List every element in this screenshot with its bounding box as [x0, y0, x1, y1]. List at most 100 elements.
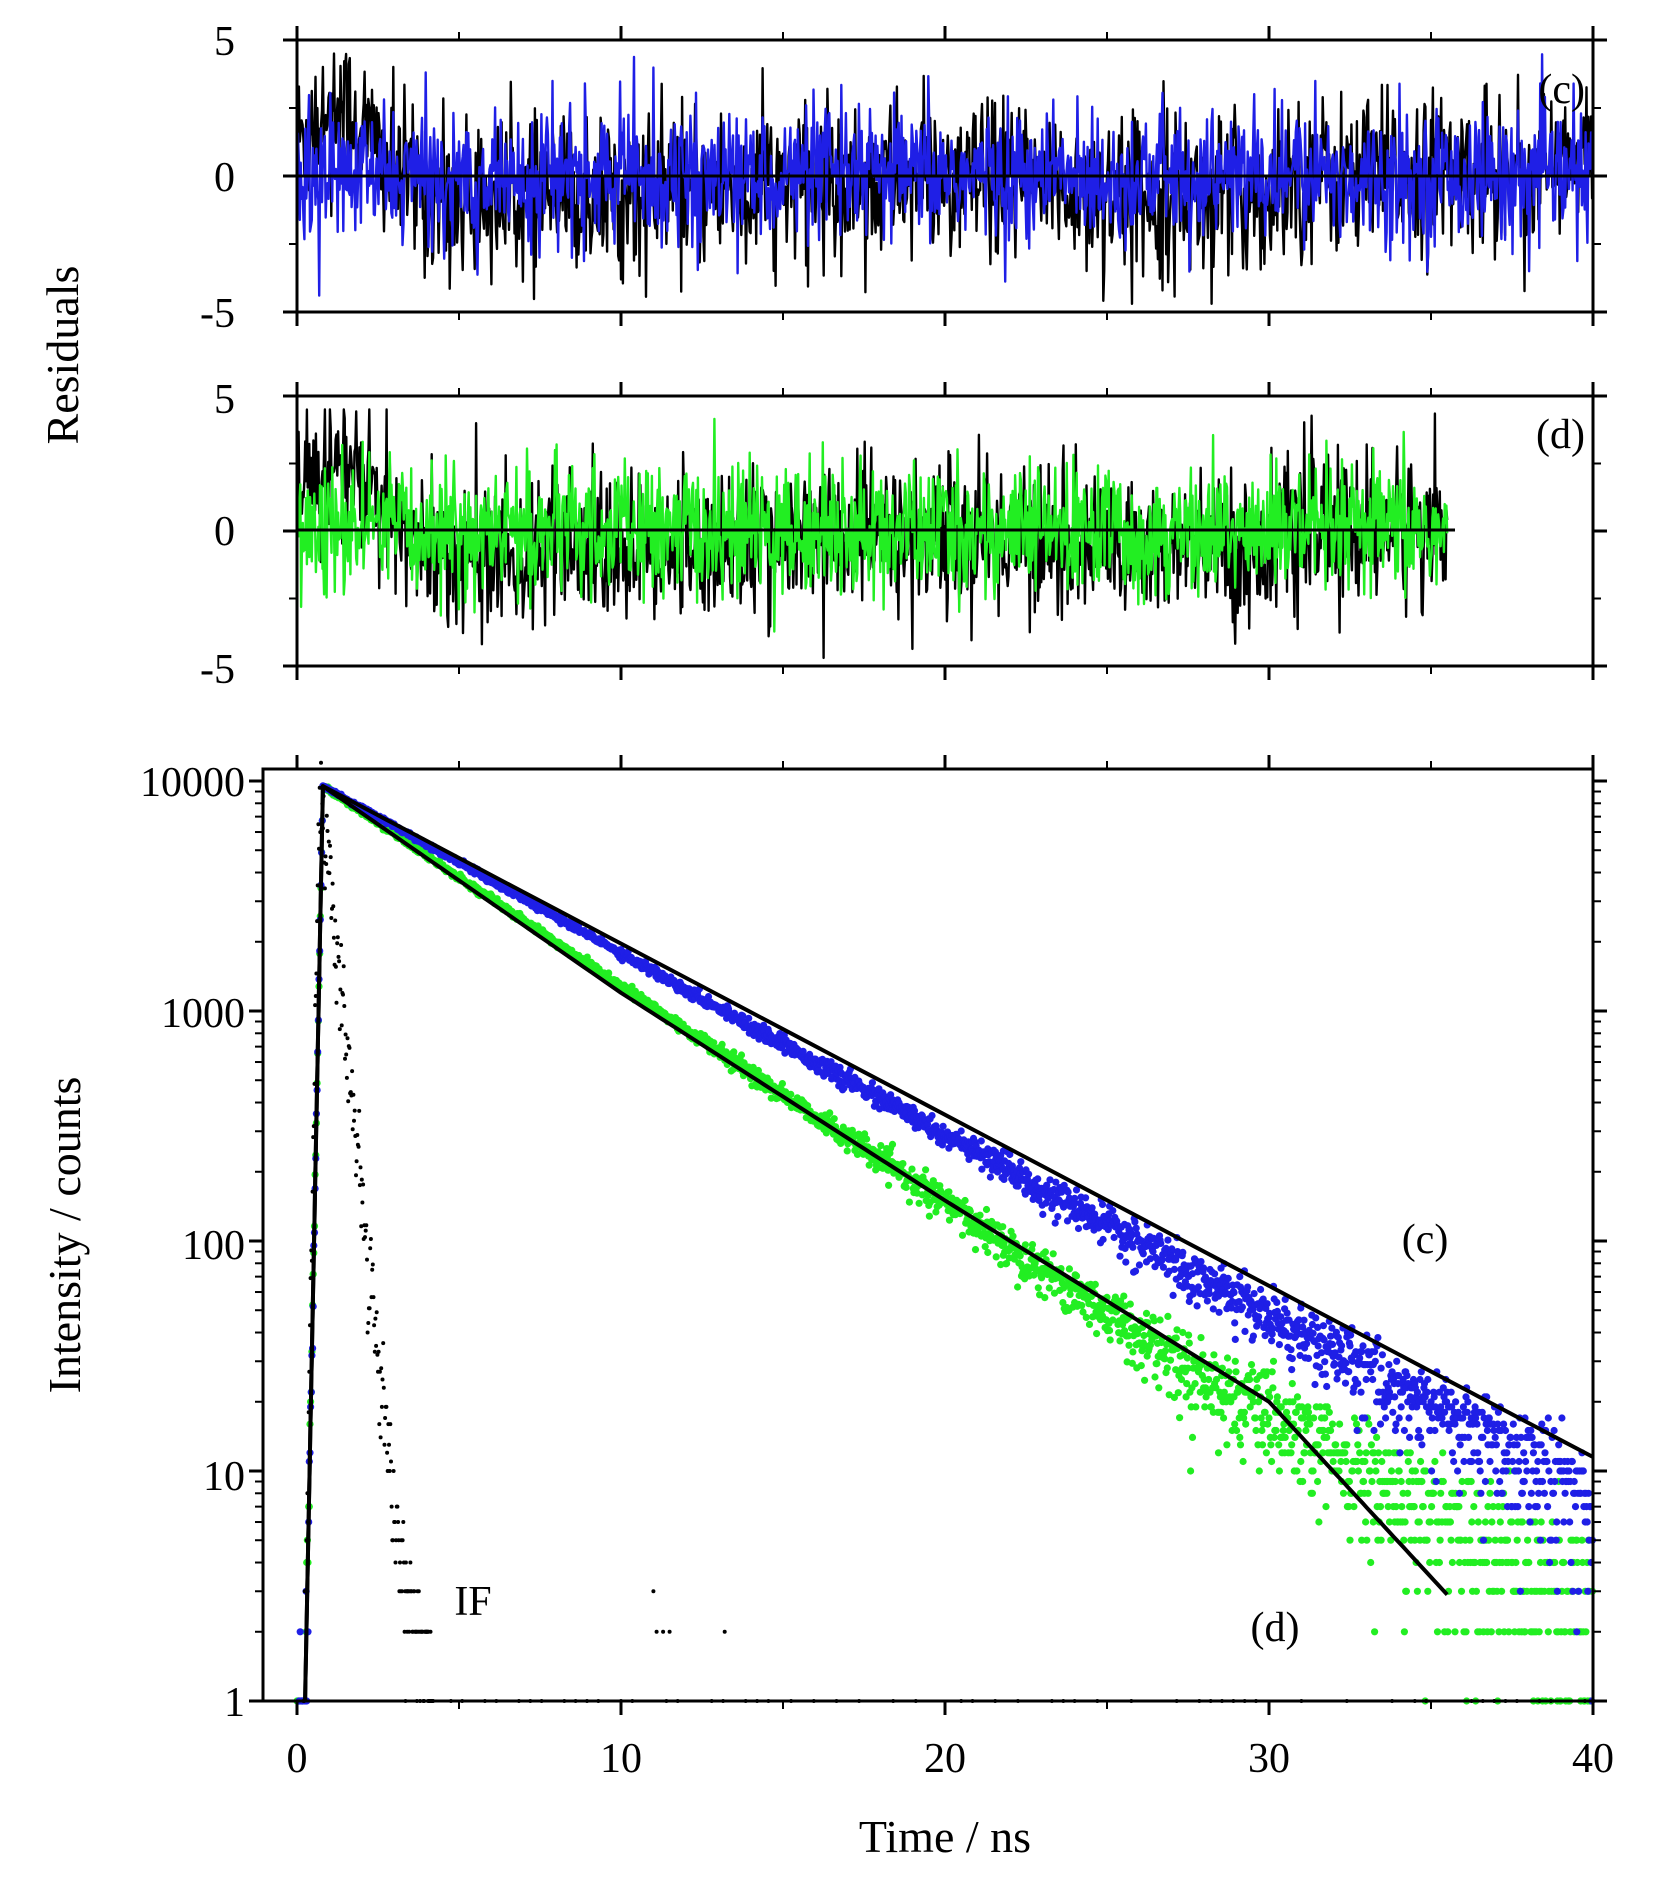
decay-point [1354, 1380, 1362, 1388]
decay-point [1500, 1420, 1508, 1428]
decay-point [1346, 1342, 1354, 1350]
if-point [382, 1442, 387, 1447]
decay-point [1454, 1467, 1462, 1475]
decay-point [605, 969, 613, 977]
residuals-panel-c: 5 0 -5 (c) [200, 19, 1607, 337]
decay-point [1131, 1267, 1140, 1275]
if-point [387, 1469, 392, 1473]
decay-point [1362, 1375, 1370, 1384]
decay-point [1211, 1270, 1219, 1278]
decay-point [1177, 1375, 1186, 1384]
decay-point [1378, 1457, 1386, 1466]
decay-point [1235, 1298, 1243, 1306]
decay-point [1486, 1489, 1494, 1497]
if-point [360, 1200, 365, 1205]
decay-point [1384, 1503, 1392, 1511]
if-point [333, 918, 338, 923]
annotation-if: IF [454, 1579, 491, 1625]
decay-point [1017, 1158, 1025, 1166]
decay-point [1583, 1518, 1591, 1526]
decay-point [1275, 1441, 1283, 1449]
decay-point [1257, 1285, 1265, 1294]
decay-point [1377, 1536, 1385, 1544]
decay-point [1052, 1178, 1060, 1186]
decay-point [1116, 1252, 1124, 1260]
decay-point [1247, 1361, 1256, 1369]
decay-point [1448, 1449, 1456, 1457]
decay-point [1520, 1449, 1528, 1457]
decay-point [1521, 1628, 1529, 1636]
decay-point [1535, 1628, 1543, 1636]
decay-point [1255, 1319, 1263, 1327]
decay-point [1233, 1426, 1241, 1435]
decay-point [1172, 1334, 1180, 1342]
decay-point [1302, 1426, 1310, 1435]
decay-point [1046, 1176, 1054, 1184]
decay-point [977, 1137, 985, 1145]
decay-point [925, 1212, 934, 1220]
decay-point [1569, 1587, 1577, 1595]
decay-point [1110, 1233, 1118, 1242]
decay-ytick-10000: 10000 [140, 760, 245, 806]
if-point [319, 760, 323, 765]
decay-point [1454, 1408, 1462, 1416]
decay-point [1122, 1258, 1130, 1266]
decay-point [1187, 1467, 1195, 1475]
decay-point [843, 1147, 851, 1155]
decay-point [840, 1084, 848, 1092]
decay-point [1356, 1354, 1364, 1362]
decay-point [1345, 1503, 1353, 1511]
if-point [337, 1027, 342, 1032]
decay-point [1074, 1224, 1083, 1233]
decay-point [1176, 1414, 1184, 1422]
if-point [403, 1560, 408, 1565]
decay-point [1212, 1375, 1221, 1384]
decay-point [1246, 1375, 1254, 1384]
residuals-c-ticks [283, 26, 1607, 326]
decay-point [1527, 1426, 1535, 1435]
decay-point [1317, 1349, 1326, 1357]
decay-point [1553, 1518, 1561, 1526]
decay-point [1098, 1200, 1107, 1209]
decay-point [1129, 1243, 1137, 1251]
decay-point [1385, 1449, 1393, 1457]
decay-point [1524, 1536, 1532, 1544]
decay-point [1428, 1414, 1436, 1422]
decay-point [1252, 1426, 1260, 1435]
decay-point [1380, 1403, 1388, 1411]
decay-point [1364, 1489, 1372, 1497]
decay-point [981, 1243, 989, 1251]
decay-point [1512, 1558, 1520, 1567]
decay-point [1398, 1503, 1406, 1511]
decay-point [1543, 1457, 1551, 1466]
decay-point [1164, 1312, 1172, 1320]
decay-point [1325, 1408, 1333, 1416]
decay-point [1091, 1280, 1099, 1288]
decay-point [1251, 1414, 1259, 1422]
if-point [372, 1323, 377, 1328]
decay-point [1468, 1518, 1476, 1526]
decay-point [1014, 1182, 1022, 1190]
decay-point [1584, 1587, 1592, 1595]
decay-point [1300, 1316, 1308, 1324]
decay-point [1459, 1414, 1467, 1422]
decay-point [1388, 1368, 1396, 1376]
if-point [358, 1165, 363, 1170]
decay-point [1327, 1426, 1335, 1435]
decay-point [1479, 1433, 1487, 1441]
decay-point [1185, 1297, 1193, 1306]
residual-series-color [295, 417, 1449, 633]
decay-point [1149, 1248, 1157, 1256]
decay-point [1535, 1489, 1543, 1497]
decay-point [1455, 1489, 1464, 1497]
decay-point [1273, 1393, 1281, 1401]
decay-point [1502, 1467, 1510, 1475]
residuals-d-ticks [283, 382, 1607, 680]
decay-point [1411, 1536, 1419, 1544]
decay-point [1297, 1457, 1305, 1466]
decay-point [1304, 1408, 1313, 1416]
decay-point [1515, 1457, 1523, 1466]
decay-point [1488, 1518, 1496, 1526]
decay-point [1492, 1467, 1500, 1475]
